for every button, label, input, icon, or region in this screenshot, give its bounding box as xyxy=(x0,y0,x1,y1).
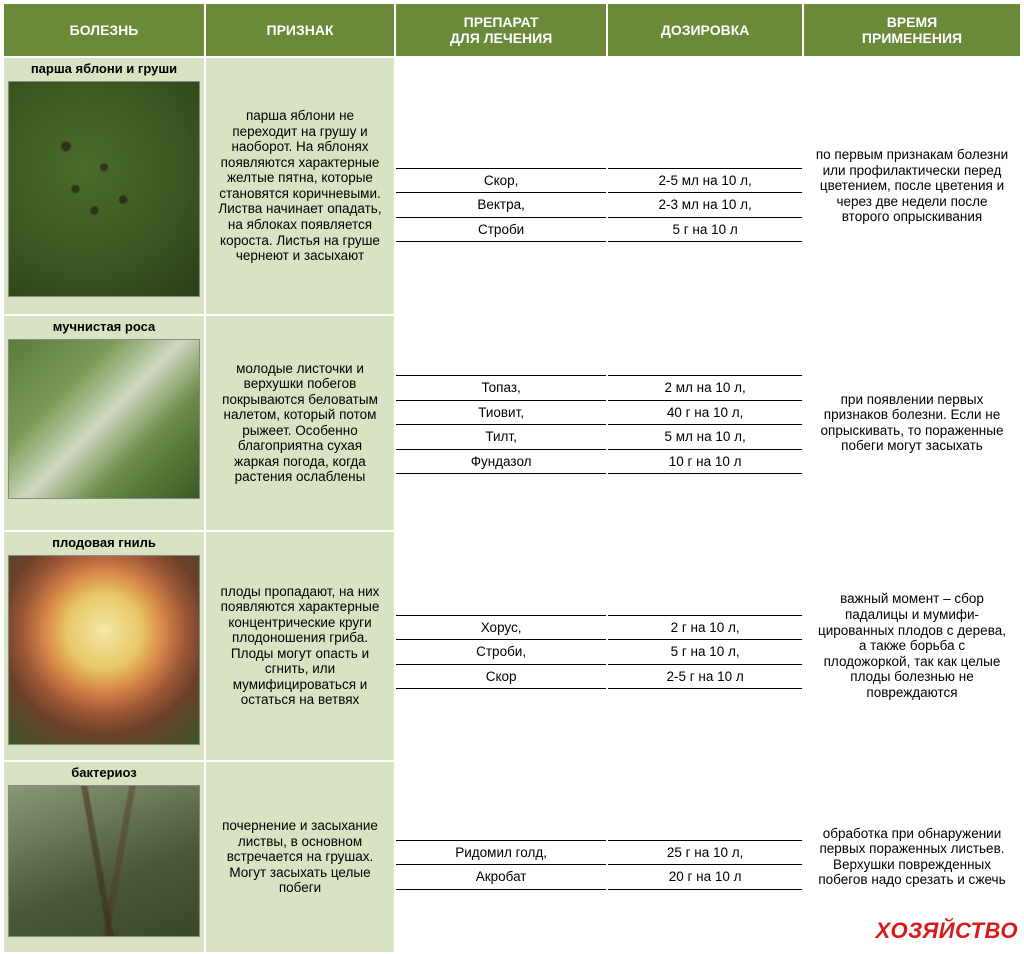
sign-cell: парша яблони не переходит на грушу и нао… xyxy=(205,57,395,315)
disease-cell: бактериоз xyxy=(3,761,205,953)
dose-value: 25 г на 10 л, xyxy=(608,840,802,865)
disease-image xyxy=(8,555,200,745)
dose-cell: 2 мл на 10 л,40 г на 10 л,5 мл на 10 л,1… xyxy=(607,315,803,531)
disease-image xyxy=(8,81,200,297)
drug-value: Акробат xyxy=(396,865,606,890)
drug-cell: Скор,Вектра,Строби xyxy=(395,57,607,315)
time-cell: по первым признакам болезни или профи­ла… xyxy=(803,57,1021,315)
sign-cell: почернение и засыхание листвы, в основно… xyxy=(205,761,395,953)
dose-cell: 25 г на 10 л,20 г на 10 л xyxy=(607,761,803,953)
drug-cell: Топаз,Тиовит,Тилт,Фундазол xyxy=(395,315,607,531)
disease-title: плодовая гниль xyxy=(8,536,200,551)
table-row: бактериоз почернение и засыхание листвы, … xyxy=(3,761,1021,953)
dose-value: 2 мл на 10 л, xyxy=(608,376,802,401)
disease-cell: парша яблони и груши xyxy=(3,57,205,315)
disease-cell: мучнистая роса xyxy=(3,315,205,531)
time-cell: важный момент – сбор падалицы и мумифи­ц… xyxy=(803,531,1021,761)
disease-cell: плодовая гниль xyxy=(3,531,205,761)
dose-value: 5 мл на 10 л, xyxy=(608,425,802,450)
table-row: плодовая гниль плоды пропадают, на них по… xyxy=(3,531,1021,761)
publication-logo: ХОЗЯЙСТВО xyxy=(876,918,1018,944)
drug-value: Тилт, xyxy=(396,425,606,450)
drug-value: Фундазол xyxy=(396,449,606,474)
dose-value: 2-5 г на 10 л xyxy=(608,664,802,689)
drug-value: Строби, xyxy=(396,640,606,665)
drug-value: Хорус, xyxy=(396,615,606,640)
drug-value: Топаз, xyxy=(396,376,606,401)
col-time: ВРЕМЯ ПРИМЕНЕНИЯ xyxy=(803,3,1021,57)
header-row: БОЛЕЗНЬ ПРИЗНАК ПРЕПАРАТ ДЛЯ ЛЕЧЕНИЯ ДОЗ… xyxy=(3,3,1021,57)
dose-value: 20 г на 10 л xyxy=(608,865,802,890)
sign-cell: плоды пропадают, на них появляются харак… xyxy=(205,531,395,761)
col-drug: ПРЕПАРАТ ДЛЯ ЛЕЧЕНИЯ xyxy=(395,3,607,57)
dose-value: 2 г на 10 л, xyxy=(608,615,802,640)
col-dose: ДОЗИРОВКА xyxy=(607,3,803,57)
drug-value: Строби xyxy=(396,217,606,242)
dose-value: 5 г на 10 л xyxy=(608,217,802,242)
dose-value: 2-3 мл на 10 л, xyxy=(608,193,802,218)
dose-value: 2-5 мл на 10 л, xyxy=(608,168,802,193)
drug-value: Скор xyxy=(396,664,606,689)
dose-value: 5 г на 10 л, xyxy=(608,640,802,665)
col-disease: БОЛЕЗНЬ xyxy=(3,3,205,57)
col-sign: ПРИЗНАК xyxy=(205,3,395,57)
dose-value: 10 г на 10 л xyxy=(608,449,802,474)
drug-value: Скор, xyxy=(396,168,606,193)
sign-cell: молодые листочки и верхушки побегов покр… xyxy=(205,315,395,531)
drug-value: Ридомил голд, xyxy=(396,840,606,865)
time-cell: при появлении первых признаков болезни. … xyxy=(803,315,1021,531)
table-row: парша яблони и груши парша яблони не пере… xyxy=(3,57,1021,315)
table-row: мучнистая роса молодые листочки и верхушк… xyxy=(3,315,1021,531)
drug-value: Вектра, xyxy=(396,193,606,218)
dose-cell: 2-5 мл на 10 л,2-3 мл на 10 л,5 г на 10 … xyxy=(607,57,803,315)
disease-title: бактериоз xyxy=(8,766,200,781)
disease-image xyxy=(8,339,200,499)
disease-image xyxy=(8,785,200,937)
disease-title: мучнистая роса xyxy=(8,320,200,335)
disease-table: БОЛЕЗНЬ ПРИЗНАК ПРЕПАРАТ ДЛЯ ЛЕЧЕНИЯ ДОЗ… xyxy=(2,2,1022,954)
drug-cell: Ридомил голд,Акробат xyxy=(395,761,607,953)
dose-cell: 2 г на 10 л,5 г на 10 л,2-5 г на 10 л xyxy=(607,531,803,761)
disease-title: парша яблони и груши xyxy=(8,62,200,77)
drug-cell: Хорус,Строби,Скор xyxy=(395,531,607,761)
dose-value: 40 г на 10 л, xyxy=(608,400,802,425)
drug-value: Тиовит, xyxy=(396,400,606,425)
